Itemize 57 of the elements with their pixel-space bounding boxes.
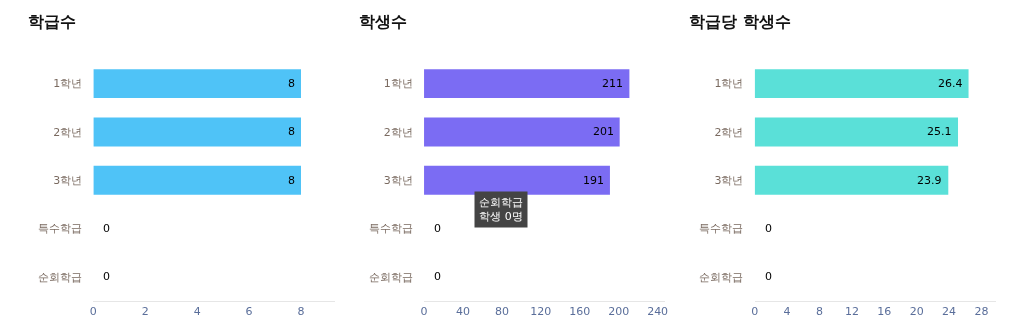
x-tick-label: 160 (569, 305, 591, 319)
y-tick-label: 순회학급 (368, 270, 413, 284)
data-label: 8 (288, 77, 295, 90)
x-tick-label: 16 (877, 305, 892, 319)
data-label: 0 (765, 270, 772, 283)
data-label: 8 (288, 174, 295, 187)
bar (754, 117, 959, 147)
chart-title: 학급수 (28, 12, 76, 31)
data-label: 0 (103, 222, 110, 235)
x-tick-label: 24 (942, 305, 957, 319)
data-label: 0 (765, 222, 772, 235)
y-tick-label: 순회학급 (699, 270, 744, 284)
x-tick-label: 2 (141, 305, 149, 319)
x-tick-label: 6 (245, 305, 253, 319)
y-tick-label: 1학년 (53, 77, 83, 91)
x-tick-label: 120 (530, 305, 552, 319)
y-tick-label: 2학년 (383, 125, 413, 139)
x-tick-label: 12 (844, 305, 859, 319)
x-tick-label: 0 (420, 305, 428, 319)
x-tick-label: 8 (815, 305, 823, 319)
data-label: 23.9 (917, 174, 942, 187)
y-tick-label: 3학년 (53, 174, 83, 188)
data-label: 0 (434, 222, 441, 235)
data-label: 211 (602, 77, 623, 90)
y-tick-label: 특수학급 (699, 222, 744, 236)
x-tick-label: 0 (751, 305, 759, 319)
x-tick-label: 20 (909, 305, 924, 319)
y-tick-label: 3학년 (714, 174, 744, 188)
x-tick-label: 80 (494, 305, 509, 319)
data-label: 0 (103, 270, 110, 283)
y-tick-label: 2학년 (53, 125, 83, 139)
data-label: 8 (288, 125, 295, 138)
x-tick-label: 200 (608, 305, 630, 319)
data-label: 26.4 (938, 77, 963, 90)
data-label: 191 (583, 174, 604, 187)
x-tick-label: 28 (974, 305, 989, 319)
x-tick-label: 4 (193, 305, 201, 319)
data-label: 25.1 (927, 125, 952, 138)
y-tick-label: 3학년 (383, 174, 413, 188)
x-tick-label: 8 (297, 305, 305, 319)
x-tick-label: 4 (783, 305, 791, 319)
y-tick-label: 2학년 (714, 125, 744, 139)
x-tick-label: 40 (455, 305, 470, 319)
data-label: 201 (593, 125, 614, 138)
y-tick-label: 순회학급 (38, 270, 83, 284)
y-tick-label: 특수학급 (368, 222, 413, 236)
chart-title: 학생수 (359, 12, 407, 31)
bar (754, 69, 969, 99)
x-tick-label: 0 (89, 305, 97, 319)
bar (754, 165, 949, 195)
x-tick-label: 240 (647, 305, 669, 319)
y-tick-label: 1학년 (383, 77, 413, 91)
annotation: 순회학급 학생 0명 (479, 196, 523, 224)
data-label: 0 (434, 270, 441, 283)
y-tick-label: 1학년 (714, 77, 744, 91)
y-tick-label: 특수학급 (38, 222, 83, 236)
chart-title: 학급당 학생수 (689, 12, 791, 31)
